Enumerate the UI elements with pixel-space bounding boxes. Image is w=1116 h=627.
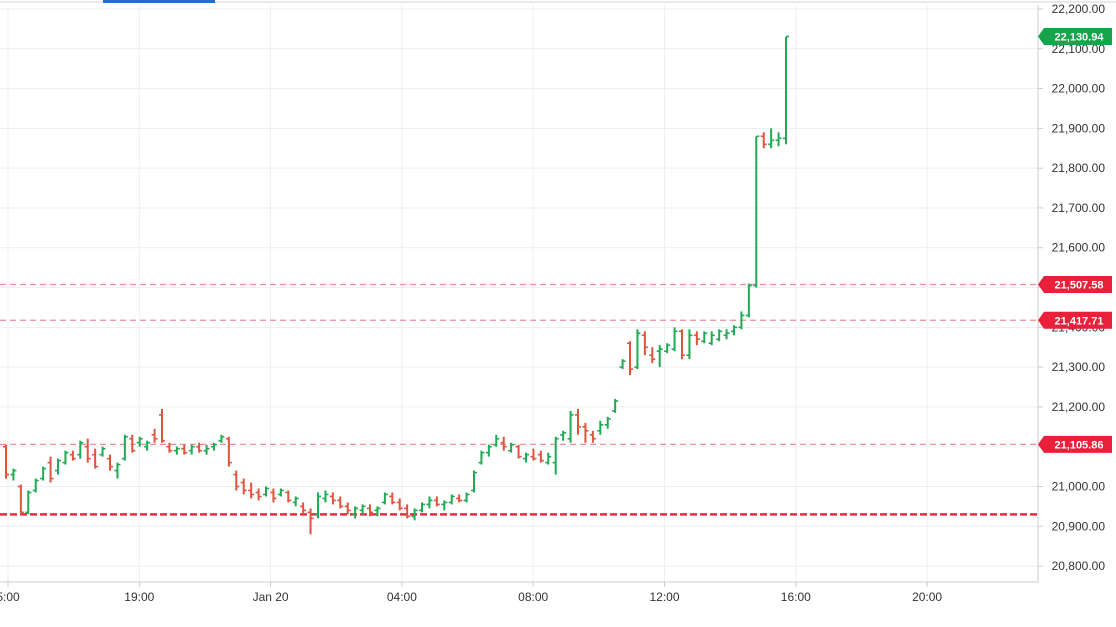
y-tick-label: 21,000.00 [1052,479,1106,493]
y-tick-label: 20,800.00 [1052,559,1106,573]
y-tick-label: 21,900.00 [1052,121,1106,135]
y-tick-label: 22,000.00 [1052,82,1106,96]
x-tick-label: Jan 20 [253,590,289,604]
last-price-value: 22,130.94 [1055,31,1105,43]
x-tick-label: 16:00 [781,590,811,604]
price-level-value: 21,105.86 [1055,439,1104,451]
y-tick-label: 20,900.00 [1052,519,1106,533]
last-price-badge [1038,27,1112,45]
y-tick-label: 21,700.00 [1052,201,1106,215]
x-tick-label: 04:00 [387,590,417,604]
y-tick-label: 21,600.00 [1052,241,1106,255]
y-tick-label: 22,200.00 [1052,2,1106,16]
price-levels [0,283,1038,516]
x-tick-label: 5:00 [0,590,20,604]
price-level-value: 21,507.58 [1055,280,1104,292]
price-level-badge [1038,435,1112,453]
x-tick-label: 12:00 [649,590,679,604]
y-tick-label: 21,800.00 [1052,161,1106,175]
price-level-value: 21,417.71 [1055,315,1104,327]
x-tick-label: 20:00 [912,590,942,604]
x-axis: 5:00 19:00 Jan 20 04:00 08:00 12:00 16:00 20:00 [0,581,1038,604]
price-level-badge [1038,276,1112,294]
x-tick-label: 19:00 [124,590,154,604]
top-tab-indicator [103,0,215,3]
y-tick-label: 21,200.00 [1052,400,1106,414]
price-level-badge [1038,311,1112,329]
y-tick-label: 21,300.00 [1052,360,1106,374]
ohlc-bars [3,35,789,535]
y-tick-label: 22,100.00 [1052,42,1106,56]
price-badges: 21,507.58 21,417.71 21,105.86 22,130.94 [1038,27,1112,453]
x-tick-label: 08:00 [518,590,548,604]
grid [0,5,1038,582]
